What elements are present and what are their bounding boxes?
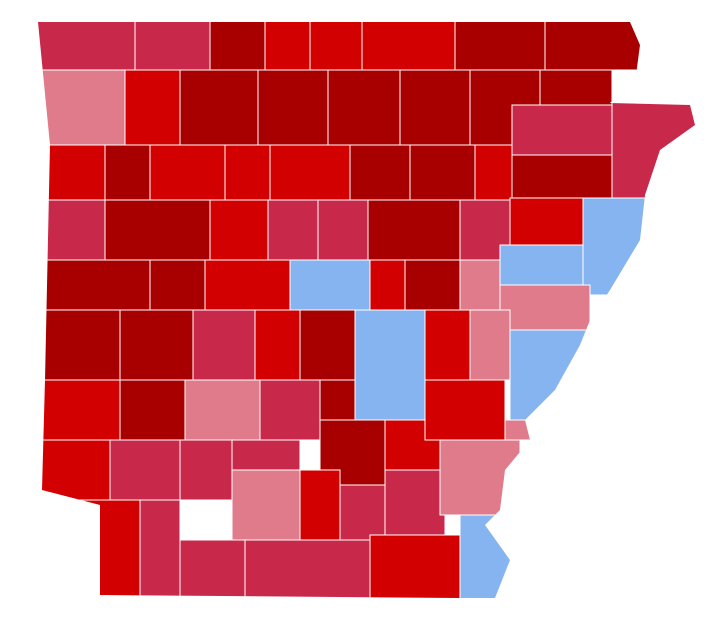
- county: [317, 199, 369, 261]
- county: [361, 22, 456, 71]
- county: [192, 309, 256, 381]
- county: [38, 379, 121, 441]
- county: [179, 539, 246, 598]
- county: [544, 22, 651, 71]
- county: [409, 144, 476, 201]
- county: [369, 259, 406, 311]
- county: [184, 379, 261, 441]
- county: [511, 154, 613, 199]
- county: [104, 144, 151, 201]
- county: [38, 144, 106, 201]
- county: [204, 259, 291, 311]
- county: [38, 22, 136, 71]
- county: [38, 199, 106, 261]
- county: [264, 22, 311, 71]
- county: [319, 379, 356, 421]
- county: [209, 22, 266, 71]
- county: [499, 244, 584, 286]
- county: [231, 469, 301, 541]
- county: [244, 539, 371, 598]
- county: [369, 534, 461, 598]
- county: [38, 499, 141, 598]
- county: [38, 69, 126, 146]
- county: [399, 69, 471, 146]
- county: [104, 199, 211, 261]
- county: [459, 514, 521, 598]
- county: [209, 199, 269, 261]
- county: [267, 199, 319, 261]
- county: [179, 69, 259, 146]
- county: [149, 259, 206, 311]
- county: [119, 309, 194, 381]
- county: [299, 309, 356, 381]
- county: [309, 22, 363, 71]
- county: [459, 259, 501, 311]
- county: [139, 499, 181, 598]
- county: [539, 69, 613, 106]
- county: [289, 259, 371, 311]
- county: [384, 469, 446, 536]
- county: [424, 309, 471, 381]
- county: [327, 69, 401, 146]
- county: [499, 284, 591, 331]
- county: [509, 329, 601, 421]
- county: [119, 379, 186, 441]
- county: [224, 144, 271, 201]
- county: [454, 22, 546, 71]
- county: [38, 309, 121, 381]
- county: [439, 439, 521, 516]
- county: [269, 144, 351, 201]
- county: [349, 144, 411, 201]
- county: [124, 69, 181, 146]
- county: [38, 259, 151, 311]
- county: [257, 69, 329, 146]
- county: [611, 99, 695, 199]
- county: [504, 419, 541, 441]
- county: [511, 104, 613, 156]
- county: [179, 439, 233, 501]
- county: [469, 309, 511, 381]
- county: [354, 309, 426, 421]
- county: [582, 197, 651, 296]
- county: [509, 197, 584, 246]
- county: [38, 439, 111, 501]
- county: [149, 144, 226, 201]
- county: [474, 144, 513, 201]
- county: [404, 259, 461, 311]
- county: [259, 379, 321, 441]
- county: [424, 379, 506, 441]
- county: [367, 199, 461, 261]
- county: [134, 22, 211, 71]
- counties: [38, 22, 695, 598]
- county: [231, 439, 301, 471]
- county: [109, 439, 181, 501]
- county: [254, 309, 301, 381]
